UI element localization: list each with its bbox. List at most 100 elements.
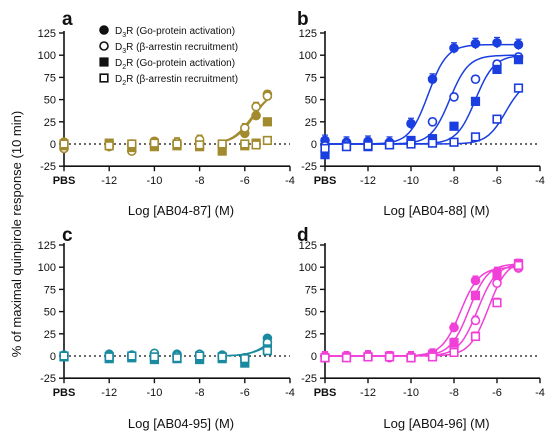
data-point-circle-open [472, 75, 480, 83]
data-point-square-open [450, 349, 458, 357]
x-tick-label: -6 [492, 175, 502, 187]
data-point-square-open [218, 353, 226, 361]
data-point-square-open [472, 333, 480, 341]
data-point-square-open [196, 141, 204, 149]
data-point-square-open [105, 353, 113, 361]
data-point-circle-filled [450, 44, 458, 52]
x-axis-title: Log [AB04-96] (M) [383, 416, 489, 431]
x-tick-label: -8 [195, 387, 205, 399]
x-tick-label: -12 [101, 175, 117, 187]
data-point-square-open [472, 133, 480, 141]
y-tick-label: 0 [311, 139, 317, 151]
x-tick-label: PBS [53, 175, 76, 187]
legend-marker-square-open [100, 74, 108, 82]
x-axis-title: Log [AB04-88] (M) [383, 203, 489, 218]
legend-label: D3R (Go-protein activation) [115, 26, 235, 39]
data-point-square-open [493, 299, 501, 307]
x-tick-label: -10 [146, 387, 162, 399]
data-point-square-open [264, 347, 272, 355]
y-tick-label: 25 [305, 117, 317, 129]
x-tick-label: PBS [314, 387, 337, 399]
data-point-square-open [105, 142, 113, 150]
x-tick-label: PBS [314, 175, 337, 187]
data-point-circle-open [493, 279, 501, 287]
y-tick-label: -25 [40, 161, 56, 173]
data-point-circle-filled [407, 120, 415, 128]
y-tick-label: 50 [44, 95, 56, 107]
data-point-square-open [343, 354, 351, 362]
data-point-square-open [515, 84, 523, 92]
x-tick-label: -10 [403, 387, 419, 399]
y-tick-label: 25 [44, 117, 56, 129]
x-tick-label: -6 [492, 387, 502, 399]
data-point-square-open [151, 139, 159, 147]
x-tick-label: -10 [146, 175, 162, 187]
data-point-circle-filled [252, 112, 260, 120]
y-tick-label: -25 [301, 373, 317, 385]
data-point-square-open [60, 140, 68, 148]
data-point-square-open [429, 139, 437, 147]
data-point-circle-filled [515, 41, 523, 49]
x-tick-label: -10 [403, 175, 419, 187]
data-point-square-open [386, 141, 394, 149]
data-point-square-open [60, 352, 68, 360]
data-point-square-open [321, 145, 329, 153]
data-point-square-open [364, 353, 372, 361]
data-point-square-filled [493, 271, 501, 279]
panel-b: b-250255075100125PBS -12 -10 -8 -6 -4Log [AB0… [297, 9, 545, 218]
data-point-circle-filled [450, 324, 458, 332]
y-tick-label: 75 [44, 284, 56, 296]
y-tick-label: 100 [38, 50, 56, 62]
data-point-square-open [407, 354, 415, 362]
data-point-circle-open [263, 92, 271, 100]
y-tick-label: 100 [38, 262, 56, 274]
data-point-square-filled [450, 122, 458, 130]
x-tick-label: -6 [240, 175, 250, 187]
data-point-square-filled [472, 98, 480, 106]
legend-label: D2R (Go-protein activation) [115, 58, 235, 71]
data-point-square-open [252, 141, 260, 149]
panel-letter-c: c [62, 225, 73, 246]
x-tick-label: -8 [195, 175, 205, 187]
data-point-square-open [151, 353, 159, 361]
x-axis-title: Log [AB04-87] (M) [128, 203, 234, 218]
x-tick-label: -12 [360, 175, 376, 187]
y-tick-label: 50 [44, 307, 56, 319]
x-tick-label: PBS [53, 387, 76, 399]
y-tick-label: -25 [301, 161, 317, 173]
y-tick-label: 50 [305, 307, 317, 319]
panels-group: a -25 0 25 50 75 100 125 PBS -12 -10 -8 -6 -4 Log [AB0… [38, 9, 545, 431]
y-tick-label: 25 [305, 329, 317, 341]
data-point-square-open [321, 354, 329, 362]
data-point-square-open [218, 140, 226, 148]
legend-label: D2R (β-arrestin recruitment) [115, 74, 238, 87]
y-tick-label: 125 [38, 28, 56, 40]
shared-y-axis-title: % of maximal quinpirole response (10 min… [9, 111, 24, 357]
x-tick-label: -8 [449, 175, 459, 187]
x-tick-label: -8 [449, 387, 459, 399]
data-point-square-open [407, 140, 415, 148]
data-point-square-open [241, 355, 249, 363]
y-tick-label: 125 [299, 240, 317, 252]
y-tick-label: 125 [299, 28, 317, 40]
y-tick-label: 75 [305, 72, 317, 84]
fit-curve-circle-filled [325, 45, 521, 145]
y-tick-label: 75 [305, 284, 317, 296]
data-point-square-open [515, 262, 523, 270]
fit-curve-square-filled [325, 264, 521, 356]
panel-letter-a: a [62, 9, 73, 30]
x-tick-label: -12 [101, 387, 117, 399]
data-point-square-open [196, 352, 204, 360]
data-point-square-open [128, 352, 136, 360]
data-point-square-filled [493, 66, 501, 74]
x-axis-title: Log [AB04-95] (M) [128, 416, 234, 431]
x-tick-label: -4 [535, 175, 545, 187]
data-point-circle-open [252, 103, 260, 111]
legend-marker-circle-filled [100, 26, 108, 34]
x-tick-label: -4 [285, 387, 295, 399]
x-tick-label: -12 [360, 387, 376, 399]
data-point-square-filled [515, 56, 523, 64]
y-tick-label: -25 [40, 373, 56, 385]
y-tick-label: 25 [44, 329, 56, 341]
